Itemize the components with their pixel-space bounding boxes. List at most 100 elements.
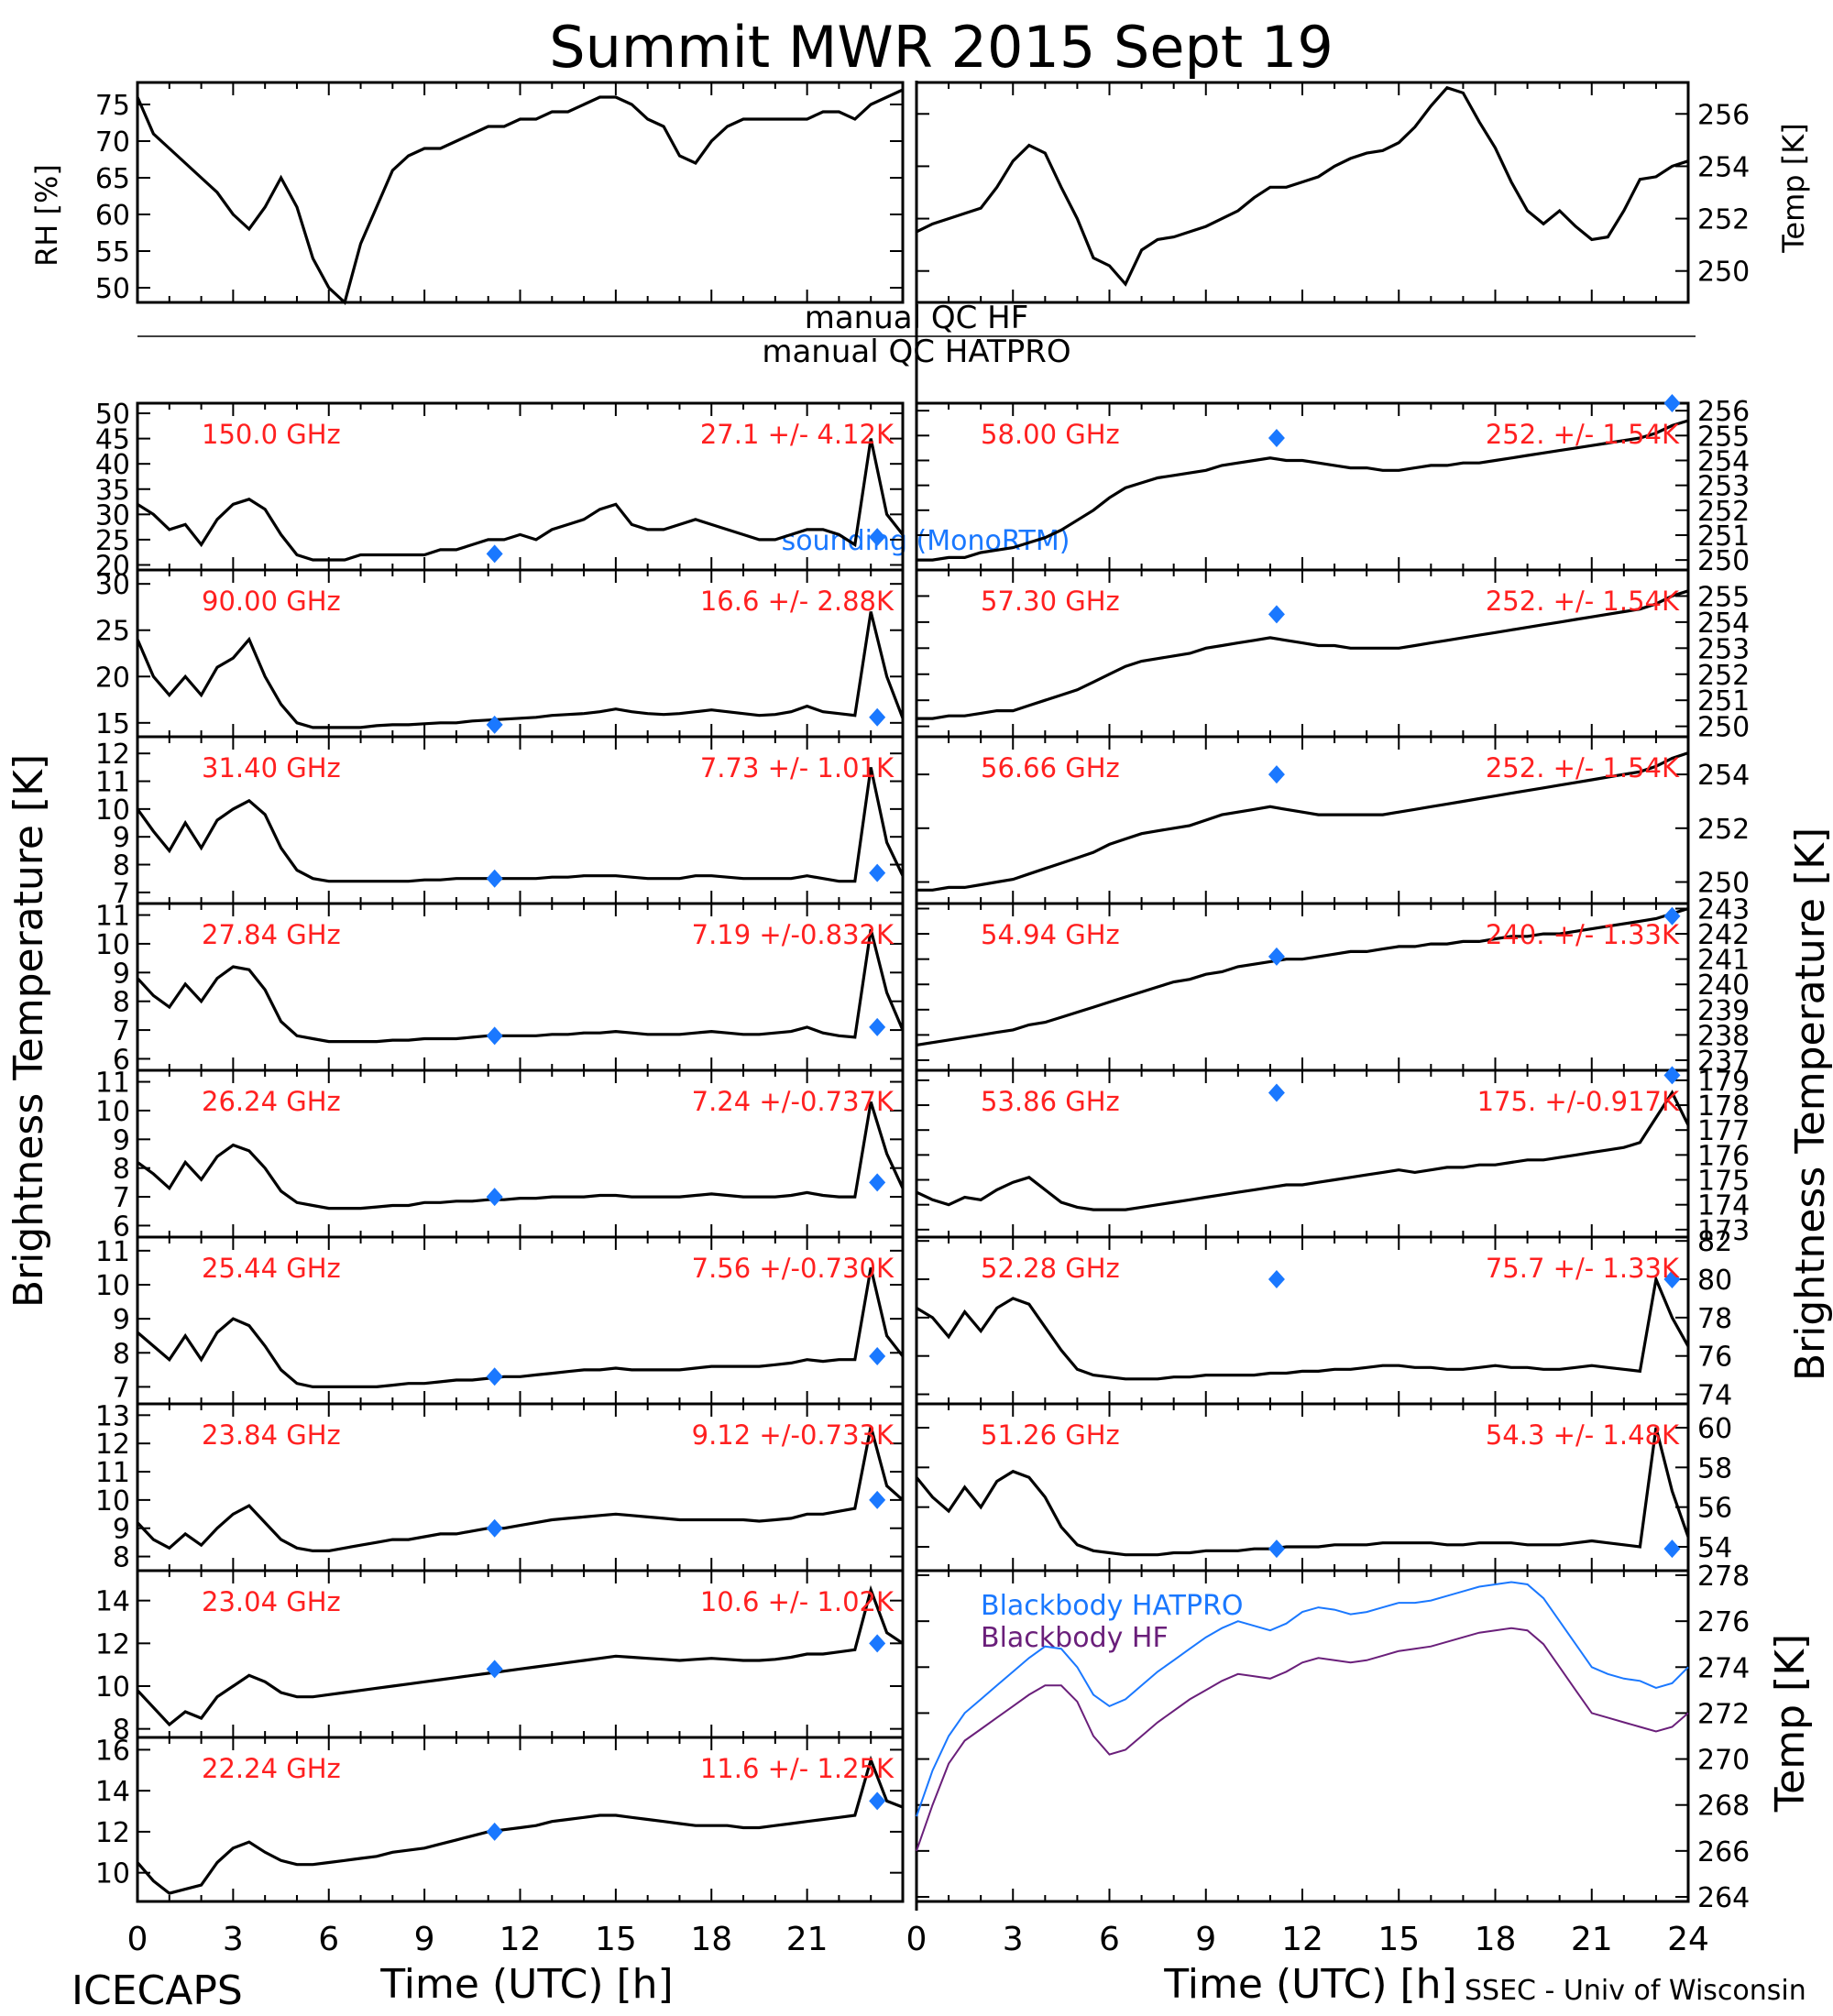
y-tick-label: 175 bbox=[1697, 1166, 1750, 1198]
y-tick-label: 255 bbox=[1697, 581, 1750, 613]
channel-stat: 9.12 +/-0.733K bbox=[692, 1419, 895, 1451]
y-tick-label: 10 bbox=[95, 1485, 130, 1517]
sounding-point bbox=[486, 1822, 503, 1841]
channel-stat: 7.24 +/-0.737K bbox=[692, 1086, 895, 1117]
panels: 5055606570752502522542562025303540455015… bbox=[95, 81, 1750, 1958]
y-tick-label: 9 bbox=[113, 1304, 130, 1336]
y-tick-label: 80 bbox=[1697, 1265, 1732, 1297]
y-tick-label: 40 bbox=[95, 449, 130, 481]
y-tick-label: 65 bbox=[95, 163, 130, 195]
y-tick-label: 241 bbox=[1697, 945, 1750, 977]
y-tick-label: 253 bbox=[1697, 471, 1750, 503]
y-tick-label: 54 bbox=[1697, 1532, 1732, 1564]
y-tick-label: 8 bbox=[113, 987, 130, 1019]
y-tick-label: 30 bbox=[95, 499, 130, 531]
sounding-point bbox=[1663, 906, 1681, 926]
y-tick-label: 254 bbox=[1697, 445, 1750, 477]
series-line bbox=[916, 751, 1689, 892]
y-tick-label: 238 bbox=[1697, 1020, 1750, 1052]
right-axis-label: Brightness Temperature [K] bbox=[1787, 827, 1833, 1381]
y-tick-label: 50 bbox=[95, 399, 130, 431]
series-line bbox=[916, 1581, 1689, 1817]
series-line bbox=[916, 85, 1689, 287]
series-line bbox=[916, 906, 1689, 1046]
y-tick-label: 82 bbox=[1697, 1226, 1732, 1258]
sounding-point bbox=[1663, 1270, 1681, 1289]
channel-stat: 54.3 +/- 1.48K bbox=[1486, 1419, 1680, 1451]
y-tick-label: 178 bbox=[1697, 1090, 1750, 1123]
y-tick-label: 8 bbox=[113, 1154, 130, 1186]
channel-label: 56.66 GHz bbox=[981, 752, 1120, 783]
y-tick-label: 272 bbox=[1697, 1698, 1750, 1730]
left-axis-label: Brightness Temperature [K] bbox=[5, 754, 52, 1308]
series-line bbox=[136, 1426, 905, 1553]
sounding-point bbox=[486, 1367, 503, 1386]
channel-stat: 75.7 +/- 1.33K bbox=[1486, 1253, 1680, 1284]
y-tick-label: 70 bbox=[95, 126, 130, 159]
y-tick-label: 243 bbox=[1697, 894, 1750, 926]
channel-label: 150.0 GHz bbox=[202, 419, 341, 450]
y-tick-label: 179 bbox=[1697, 1066, 1750, 1098]
y-tick-label: 8 bbox=[113, 1542, 130, 1574]
y-tick-label: 10 bbox=[95, 929, 130, 961]
y-tick-label: 16 bbox=[95, 1735, 130, 1767]
y-tick-label: 255 bbox=[1697, 421, 1750, 453]
y-tick-label: 177 bbox=[1697, 1115, 1750, 1147]
channel-label: 53.86 GHz bbox=[981, 1086, 1120, 1117]
sounding-point bbox=[1268, 947, 1285, 966]
series-line bbox=[137, 438, 905, 562]
channel-label: 90.00 GHz bbox=[202, 586, 341, 617]
y-tick-label: 264 bbox=[1697, 1882, 1750, 1914]
series-line bbox=[136, 928, 905, 1044]
y-tick-label: 266 bbox=[1697, 1836, 1750, 1868]
panel-ch5228: 74 76 78 80 82 52.28 GHz 75.7 +/- 1.33K bbox=[915, 1226, 1732, 1412]
y-tick-label: 278 bbox=[1697, 1561, 1750, 1593]
sounding-point bbox=[869, 1173, 886, 1192]
y-tick-label: 25 bbox=[95, 525, 130, 557]
y-tick-label: 252 bbox=[1697, 814, 1750, 846]
y-tick-label: 78 bbox=[1697, 1303, 1732, 1335]
y-tick-label: 8 bbox=[113, 1715, 130, 1747]
channel-stat: 240. +/- 1.33K bbox=[1486, 919, 1680, 950]
y-tick-label: 13 bbox=[95, 1400, 130, 1432]
panel-ch2224: 10 12 14 16 22.24 GHz 11.6 +/- 1.25K bbox=[95, 1735, 905, 1903]
y-tick-label: 10 bbox=[95, 1858, 130, 1890]
y-tick-label: 7 bbox=[113, 1372, 130, 1404]
y-tick-label: 254 bbox=[1697, 151, 1750, 183]
sounding-point bbox=[869, 707, 886, 727]
y-tick-label: 8 bbox=[113, 1338, 130, 1370]
y-tick-label: 58 bbox=[1697, 1452, 1732, 1485]
series-line bbox=[136, 1755, 904, 1895]
channel-label: 57.30 GHz bbox=[981, 586, 1120, 617]
x-tick-label: 9 bbox=[414, 1921, 435, 1958]
sounding-point bbox=[869, 1017, 886, 1036]
y-tick-label: 251 bbox=[1697, 685, 1750, 718]
series-line bbox=[137, 1101, 905, 1211]
y-tick-label: 55 bbox=[95, 236, 130, 268]
y-tick-label: 60 bbox=[1697, 1413, 1732, 1445]
y-tick-label: 8 bbox=[113, 850, 130, 882]
sounding-point bbox=[486, 1188, 503, 1207]
sounding-point bbox=[1268, 765, 1285, 784]
y-tick-label: 268 bbox=[1697, 1791, 1750, 1823]
y-tick-label: 6 bbox=[113, 1211, 130, 1243]
sounding-point bbox=[1268, 1083, 1285, 1102]
channel-stat: 16.6 +/- 2.88K bbox=[700, 586, 895, 617]
y-tick-label: 9 bbox=[113, 958, 130, 990]
series-line bbox=[136, 1584, 904, 1727]
y-tick-label: 253 bbox=[1697, 633, 1750, 665]
x-tick-label: 3 bbox=[1003, 1921, 1024, 1958]
x-tick-label: 24 bbox=[1667, 1921, 1709, 1958]
channel-label: 54.94 GHz bbox=[981, 919, 1120, 950]
panel-temp: 250 252 254 256 bbox=[915, 81, 1750, 304]
x-tick-label: 15 bbox=[1377, 1921, 1420, 1958]
y-tick-label: 276 bbox=[1697, 1606, 1750, 1638]
series-line bbox=[136, 1267, 905, 1389]
y-tick-label: 252 bbox=[1697, 204, 1750, 236]
